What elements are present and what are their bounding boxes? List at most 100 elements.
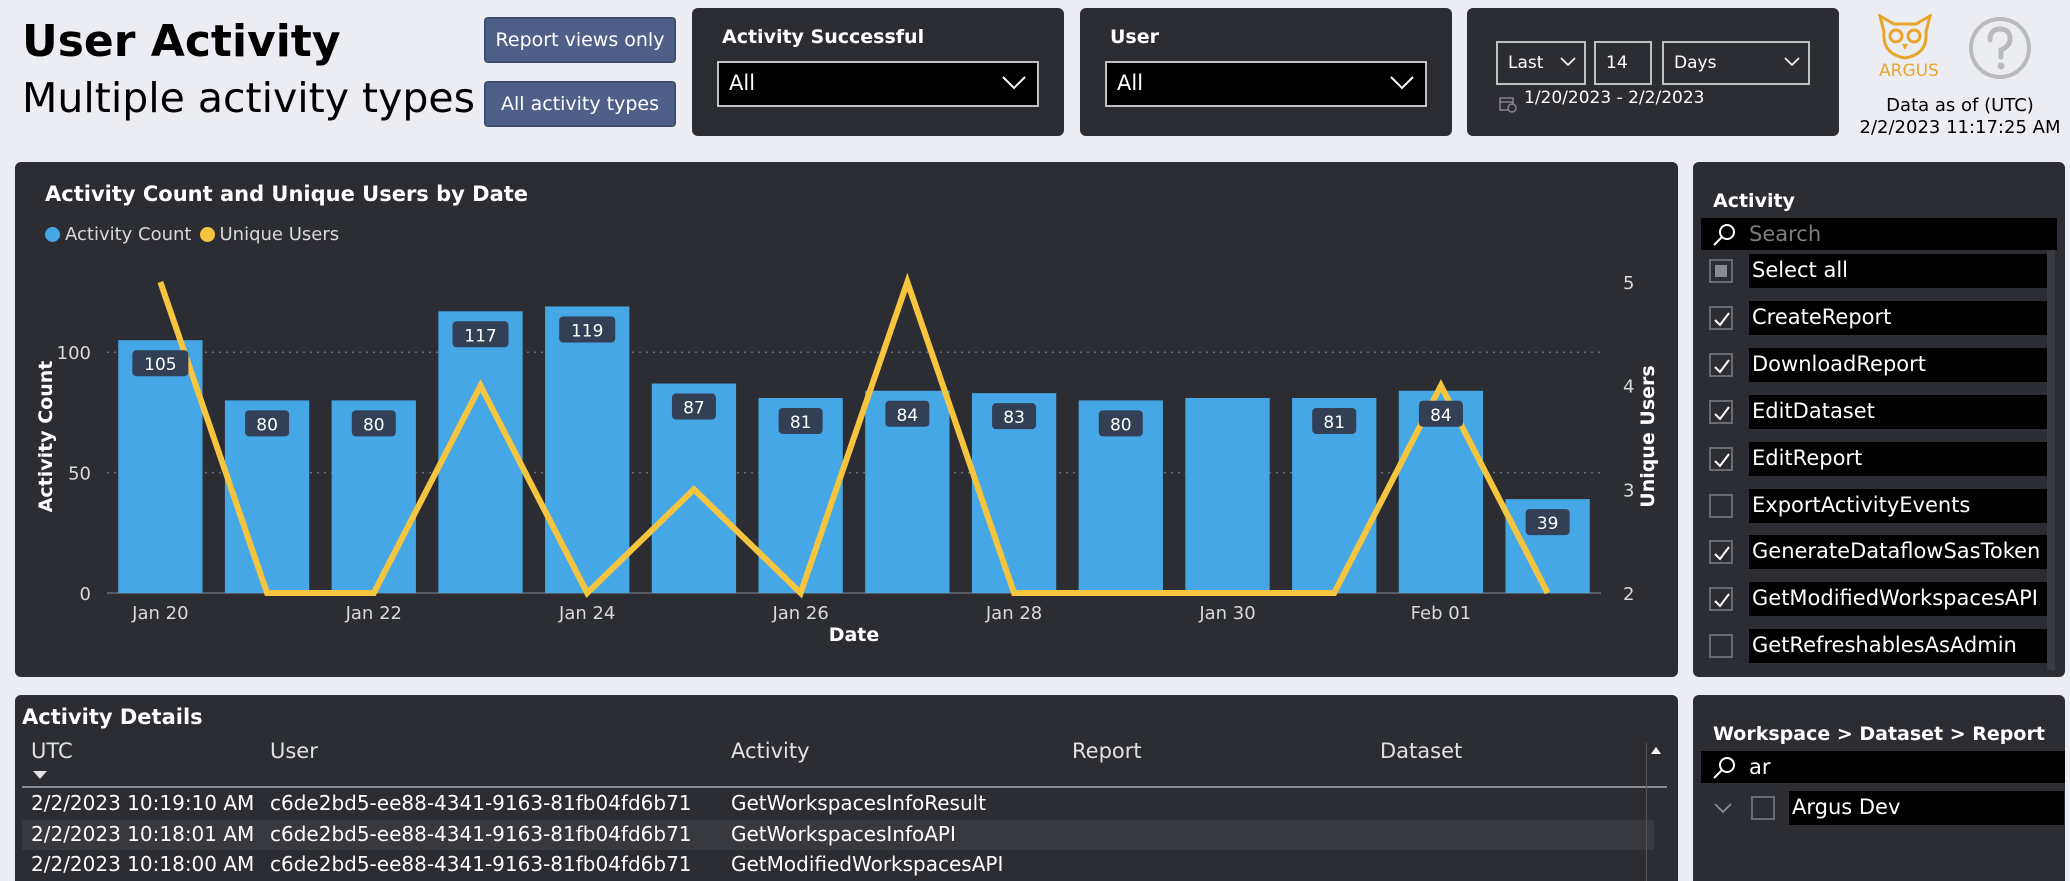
table-row[interactable]: 2/2/2023 10:19:10 AM c6de2bd5-ee88-4341-9… <box>22 789 1654 819</box>
activity-slicer-title: Activity <box>1713 190 1795 212</box>
activity-slicer-item[interactable]: GetRefreshablesAsAdmin <box>1709 628 2051 664</box>
date-unit-dropdown[interactable]: Days <box>1662 41 1810 85</box>
chevron-down-icon[interactable] <box>1713 802 1733 814</box>
checkmark-icon <box>1714 406 1730 421</box>
y2-tick-label: 4 <box>1623 377 1634 398</box>
date-unit-value: Days <box>1674 53 1717 73</box>
table-cell: 2/2/2023 10:19:10 AM <box>31 791 255 815</box>
column-header-utc[interactable]: UTC <box>31 739 73 763</box>
chart-title: Activity Count and Unique Users by Date <box>45 182 529 206</box>
checkbox[interactable] <box>1709 493 1733 518</box>
checkbox[interactable] <box>1751 796 1775 820</box>
data-label-box <box>778 407 823 434</box>
calendar-icon[interactable] <box>1498 94 1518 114</box>
table-cell: GetModifiedWorkspacesAPI <box>731 852 1004 876</box>
date-filter: Last 14 Days 1/20/2023 - 2/2/2023 <box>1467 8 1839 136</box>
activity-details-panel: Activity Details UTC User Activity Repor… <box>15 695 1678 881</box>
checkbox[interactable] <box>1709 587 1733 612</box>
report-views-only-button[interactable]: Report views only <box>484 17 676 63</box>
bar-activity-count <box>118 340 203 593</box>
activity-slicer-item[interactable]: CreateReport <box>1709 300 2051 336</box>
legend-unique-users[interactable]: Unique Users <box>219 224 340 245</box>
x-tick-label: Jan 22 <box>345 603 402 624</box>
legend-dot-activity <box>45 227 60 242</box>
checkbox[interactable] <box>1709 634 1733 659</box>
data-label-box <box>1525 509 1570 536</box>
date-period-dropdown[interactable]: Last <box>1496 41 1586 85</box>
scroll-up-icon[interactable] <box>1647 744 1665 758</box>
date-count-input[interactable]: 14 <box>1594 41 1652 85</box>
checkbox[interactable] <box>1709 540 1733 565</box>
activity-slicer-item[interactable]: EditDataset <box>1709 394 2051 430</box>
table-row[interactable]: 2/2/2023 10:18:01 AM c6de2bd5-ee88-4341-9… <box>22 819 1654 850</box>
data-label-box <box>992 403 1037 430</box>
data-label: 83 <box>1003 408 1025 428</box>
activity-details-title: Activity Details <box>22 705 203 729</box>
column-header-activity[interactable]: Activity <box>731 739 810 763</box>
workspace-search-input[interactable]: ar <box>1701 751 2065 783</box>
activity-slicer-item[interactable]: GetModifiedWorkspacesAPI <box>1709 581 2051 617</box>
column-header-dataset[interactable]: Dataset <box>1380 739 1463 763</box>
x-axis-title: Date <box>829 624 880 646</box>
checkmark-icon <box>1714 546 1730 561</box>
column-header-report[interactable]: Report <box>1072 739 1142 763</box>
chevron-down-icon <box>1560 57 1576 67</box>
table-cell: c6de2bd5-ee88-4341-9163-81fb04fd6b71 <box>270 821 692 846</box>
x-tick-label: Feb 01 <box>1411 603 1472 624</box>
user-dropdown[interactable]: All <box>1105 61 1427 107</box>
y-axis-title: Activity Count <box>35 361 57 513</box>
workspace-slicer-title: Workspace > Dataset > Report <box>1713 723 2045 745</box>
legend-activity-count[interactable]: Activity Count <box>65 224 192 245</box>
workspace-item-label: Argus Dev <box>1789 791 2064 825</box>
activity-successful-label: Activity Successful <box>722 26 925 48</box>
activity-slicer-item[interactable]: GenerateDataflowSasToken <box>1709 534 2051 570</box>
all-activity-types-button[interactable]: All activity types <box>484 81 676 127</box>
chevron-down-icon <box>1002 76 1026 90</box>
activity-slicer-item[interactable]: ExportActivityEvents <box>1709 488 2051 524</box>
activity-slicer-item-label: CreateReport <box>1749 300 2051 335</box>
data-label-box <box>351 410 396 437</box>
checkbox[interactable] <box>1709 305 1733 330</box>
activity-successful-dropdown[interactable]: All <box>717 61 1039 107</box>
data-label-box <box>1418 400 1463 427</box>
activity-slicer-item[interactable]: Select all <box>1709 253 2051 289</box>
y-tick-label: 0 <box>80 584 91 605</box>
activity-chart[interactable]: 0 50 100 2 3 4 5 105 80 80 117 119 87 81 84 83 80 81 84 39 J… <box>15 162 1678 677</box>
user-dropdown-value: All <box>1117 71 1144 95</box>
chart-legend: Activity Count Unique Users <box>45 224 339 245</box>
data-label: 119 <box>571 321 603 341</box>
x-tick-label: Jan 28 <box>985 603 1042 624</box>
slicer-scrollbar[interactable] <box>2047 250 2055 670</box>
data-as-of-value: 2/2/2023 11:17:25 AM <box>1859 117 2061 138</box>
help-icon[interactable] <box>1968 16 2032 80</box>
x-tick-label: Jan 26 <box>771 603 828 624</box>
checkbox[interactable] <box>1709 259 1733 283</box>
data-label: 81 <box>790 413 812 433</box>
activity-slicer-item[interactable]: DownloadReport <box>1709 347 2051 383</box>
data-label-box <box>671 393 716 420</box>
table-scrollbar[interactable] <box>1646 743 1664 881</box>
date-range-text: 1/20/2023 - 2/2/2023 <box>1524 88 1705 108</box>
data-label: 84 <box>1430 406 1452 426</box>
chevron-down-icon <box>1390 76 1414 90</box>
activity-slicer-item[interactable]: EditReport <box>1709 441 2051 477</box>
data-label: 87 <box>683 399 705 419</box>
checkbox[interactable] <box>1709 446 1733 471</box>
activity-slicer-item-label: GetModifiedWorkspacesAPI <box>1749 582 2051 617</box>
table-row[interactable]: 2/2/2023 10:18:00 AM c6de2bd5-ee88-4341-9… <box>22 850 1654 880</box>
workspace-item-argus-dev[interactable]: Argus Dev <box>1713 790 2064 826</box>
activity-search-input[interactable]: Search <box>1701 218 2057 250</box>
sort-descending-icon[interactable] <box>32 770 48 780</box>
checkbox[interactable] <box>1709 399 1733 424</box>
date-count-value: 14 <box>1606 53 1628 73</box>
data-label: 81 <box>1323 413 1345 433</box>
argus-owl-icon <box>1877 14 1933 60</box>
checkbox[interactable] <box>1709 352 1733 377</box>
activity-slicer-item-label: GetRefreshablesAsAdmin <box>1749 629 2051 664</box>
data-label: 105 <box>144 355 176 375</box>
activity-successful-value: All <box>729 71 756 95</box>
table-cell: 2/2/2023 10:18:01 AM <box>31 821 255 846</box>
legend-dot-users <box>199 227 215 242</box>
column-header-user[interactable]: User <box>270 739 318 763</box>
line-unique-users <box>157 272 1551 599</box>
